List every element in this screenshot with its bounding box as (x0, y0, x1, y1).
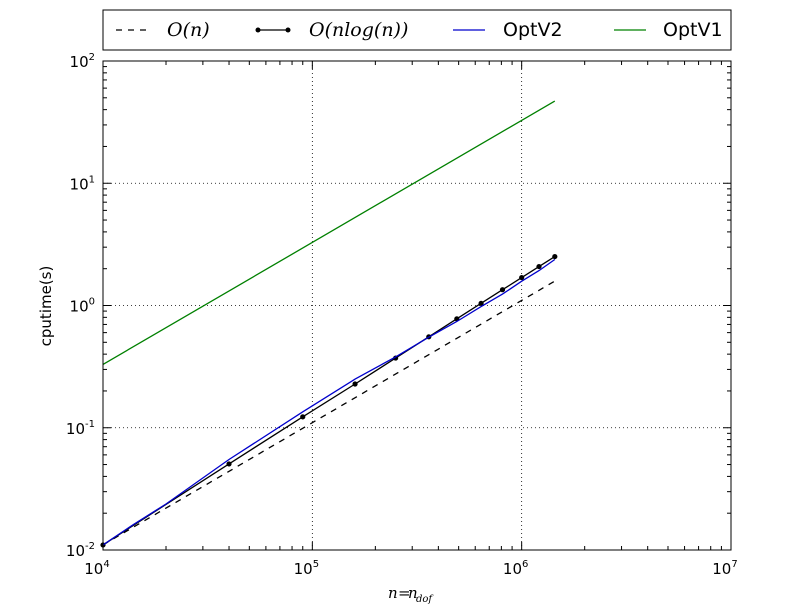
data-point-o-nlog-n (519, 274, 525, 281)
data-point-o-nlog-n (352, 381, 358, 387)
data-point-o-nlog-n (478, 300, 484, 306)
x-tick-label: 104 (84, 559, 109, 578)
series-line-optv1 (102, 100, 556, 365)
x-tick-label: 107 (712, 559, 737, 578)
x-axis-label: n = n dof (388, 584, 434, 605)
y-tick-label: 10-2 (66, 541, 95, 560)
legend-swatch-o-nlogn (255, 27, 291, 33)
data-point-o-nlog-n (536, 263, 542, 270)
series-layer (100, 100, 558, 548)
grid-lines (103, 61, 731, 550)
legend-label-optv2: OptV2 (503, 19, 563, 41)
legend: O(n) O(nlog(n)) OptV2 OptV1 (102, 9, 732, 51)
svg-text:O(n): O(n) (167, 19, 210, 41)
y-axis-label: cputime(s) (37, 266, 55, 347)
data-point-o-nlog-n (226, 461, 232, 467)
legend-label-o-n: O(n) (167, 19, 210, 41)
y-tick-label: 10-1 (66, 419, 95, 438)
series-line-o-n (102, 280, 556, 546)
data-point-o-nlog-n (300, 414, 306, 420)
svg-text:n: n (388, 584, 398, 602)
data-point-o-nlog-n (499, 287, 506, 293)
svg-text:n: n (408, 584, 418, 602)
legend-label-o-nlogn: O(nlog(n)) (309, 19, 408, 41)
y-tick-label: 102 (70, 52, 95, 71)
series-line-o-nlog-n (102, 256, 556, 546)
data-point-o-nlog-n (552, 253, 558, 260)
svg-text:O(nlog(n)): O(nlog(n)) (309, 19, 408, 41)
series-line-optv2 (102, 258, 556, 546)
legend-label-optv1: OptV1 (663, 19, 723, 41)
axis-tick-labels: 104 105 106 107 10-2 10-1 100 101 102 (66, 52, 738, 578)
svg-text:=: = (398, 584, 411, 602)
svg-text:dof: dof (416, 594, 434, 605)
x-tick-label: 106 (503, 559, 528, 578)
y-tick-label: 101 (70, 174, 95, 193)
y-tick-label: 100 (70, 297, 95, 316)
axis-ticks (102, 60, 732, 551)
x-tick-label: 105 (294, 559, 319, 578)
